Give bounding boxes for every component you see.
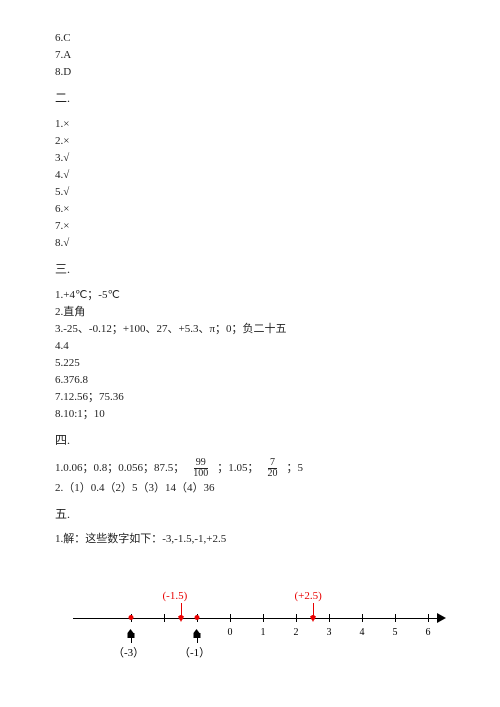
arrow-icon <box>313 603 314 617</box>
tick <box>164 614 165 622</box>
point-marker <box>129 615 134 620</box>
number-line: 0 1 2 3 4 5 6 (-1.5) (+2.5) （-3） （-1） <box>65 568 445 668</box>
point-label: （-3） <box>113 645 144 662</box>
answer-line: 6.× <box>55 201 445 218</box>
fraction-2: 7 20 <box>266 458 280 480</box>
section-4-line-2: 2.（1）0.4（2）5（3）14（4）36 <box>55 480 445 497</box>
tick <box>329 614 330 622</box>
section-5-heading: 五. <box>55 505 445 524</box>
section-4-line-1: 1.0.06；0.8；0.056；87.5； 99 100 ；1.05； 7 2… <box>55 458 445 480</box>
arrow-icon <box>181 603 182 617</box>
sec4-post: ；5 <box>287 460 304 477</box>
answer-line: 2.× <box>55 133 445 150</box>
sec4-mid: ；1.05； <box>217 460 258 477</box>
answer-line: 1.+4℃；-5℃ <box>55 287 445 304</box>
answer-line: 3.√ <box>55 150 445 167</box>
section-3-heading: 三. <box>55 260 445 279</box>
sec4-pre: 1.0.06；0.8；0.056；87.5； <box>55 460 184 477</box>
tick-label: 2 <box>294 625 299 641</box>
tick <box>395 614 396 622</box>
answer-line: 2.直角 <box>55 304 445 321</box>
answer-line: 8.10:1；10 <box>55 406 445 423</box>
tick-label: 3 <box>327 625 332 641</box>
point-label: (-1.5) <box>163 588 188 605</box>
answer-line: 5.225 <box>55 355 445 372</box>
answer-line: 4.√ <box>55 167 445 184</box>
answer-line: 3.-25、-0.12；+100、27、+5.3、π；0；负二十五 <box>55 321 445 338</box>
tick-label: 5 <box>393 625 398 641</box>
answer-line: 7.12.56；75.36 <box>55 389 445 406</box>
section-3-items: 1.+4℃；-5℃2.直角3.-25、-0.12；+100、27、+5.3、π；… <box>55 287 445 423</box>
tick-label: 0 <box>228 625 233 641</box>
answer-line: 4.4 <box>55 338 445 355</box>
tick-label: 6 <box>426 625 431 641</box>
arrow-stem <box>197 631 199 643</box>
section-2-heading: 二. <box>55 89 445 108</box>
frac2-den: 20 <box>266 469 280 480</box>
answer-line: 5.√ <box>55 184 445 201</box>
answer-line: 8.D <box>55 64 445 81</box>
point-marker <box>195 615 200 620</box>
arrow-stem <box>131 631 133 643</box>
answer-line: 7.A <box>55 47 445 64</box>
fraction-1: 99 100 <box>191 458 210 480</box>
page: 6.C7.A8.D 二. 1.×2.×3.√4.√5.√6.×7.×8.√ 三.… <box>0 0 500 698</box>
tick <box>263 614 264 622</box>
tick <box>296 614 297 622</box>
answer-line: 8.√ <box>55 235 445 252</box>
section-4-heading: 四. <box>55 431 445 450</box>
answer-line: 6.376.8 <box>55 372 445 389</box>
answer-line: 1.× <box>55 116 445 133</box>
frac1-den: 100 <box>191 469 210 480</box>
top-answers: 6.C7.A8.D <box>55 30 445 81</box>
tick <box>230 614 231 622</box>
point-label: （-1） <box>179 645 210 662</box>
tick-label: 4 <box>360 625 365 641</box>
section-2-items: 1.×2.×3.√4.√5.√6.×7.×8.√ <box>55 116 445 252</box>
tick <box>362 614 363 622</box>
point-label: (+2.5) <box>295 588 322 605</box>
tick-label: 1 <box>261 625 266 641</box>
tick <box>428 614 429 622</box>
section-5-intro: 1.解：这些数字如下：-3,-1.5,-1,+2.5 <box>55 531 445 548</box>
answer-line: 6.C <box>55 30 445 47</box>
answer-line: 7.× <box>55 218 445 235</box>
axis-arrow-icon <box>437 613 446 623</box>
